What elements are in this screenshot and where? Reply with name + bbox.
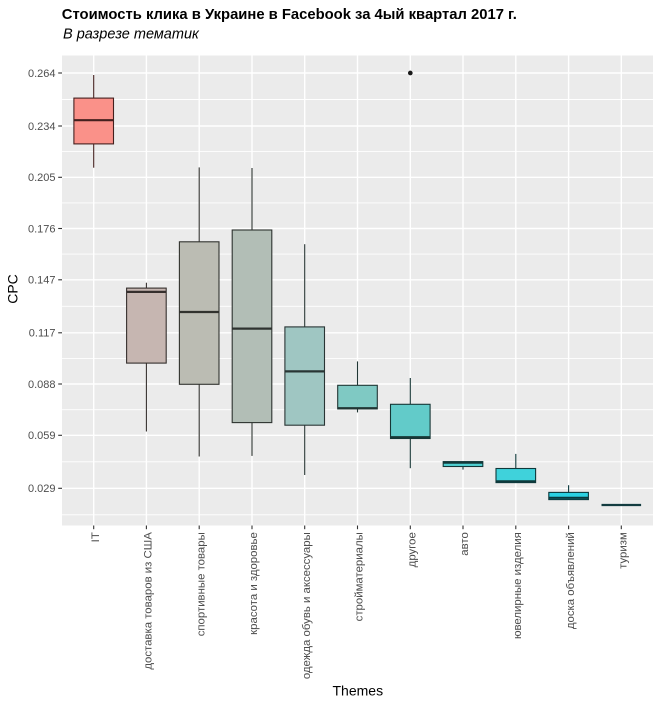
svg-text:IT: IT bbox=[90, 532, 102, 542]
svg-text:красота и здоровье: красота и здоровье bbox=[248, 532, 260, 635]
svg-text:0.176: 0.176 bbox=[28, 223, 56, 235]
svg-text:доставка товаров из США: доставка товаров из США bbox=[143, 532, 155, 670]
svg-text:0.234: 0.234 bbox=[28, 121, 56, 133]
svg-text:0.264: 0.264 bbox=[28, 68, 56, 80]
svg-text:В разрезе тематик: В разрезе тематик bbox=[63, 27, 200, 43]
svg-text:0.059: 0.059 bbox=[28, 430, 56, 442]
svg-text:туризм: туризм bbox=[618, 532, 630, 569]
svg-text:0.088: 0.088 bbox=[28, 379, 56, 391]
svg-text:0.147: 0.147 bbox=[28, 275, 56, 287]
svg-text:другое: другое bbox=[407, 532, 419, 567]
svg-text:Стоимость клика в Украине в Fa: Стоимость клика в Украине в Facebook за … bbox=[62, 7, 517, 23]
svg-text:стройматериалы: стройматериалы bbox=[354, 532, 366, 621]
svg-text:Themes: Themes bbox=[333, 683, 384, 699]
svg-text:авто: авто bbox=[459, 532, 471, 556]
svg-text:одежда обувь и аксессуары: одежда обувь и аксессуары bbox=[301, 532, 313, 679]
svg-text:CPC: CPC bbox=[5, 274, 21, 304]
svg-text:0.117: 0.117 bbox=[29, 328, 56, 340]
svg-text:спортивные товары: спортивные товары bbox=[195, 532, 207, 636]
svg-text:0.205: 0.205 bbox=[28, 172, 56, 184]
svg-text:ювелирные изделия: ювелирные изделия bbox=[512, 532, 524, 639]
svg-text:0.029: 0.029 bbox=[28, 483, 56, 495]
svg-text:доска объявлений: доска объявлений bbox=[565, 532, 577, 629]
